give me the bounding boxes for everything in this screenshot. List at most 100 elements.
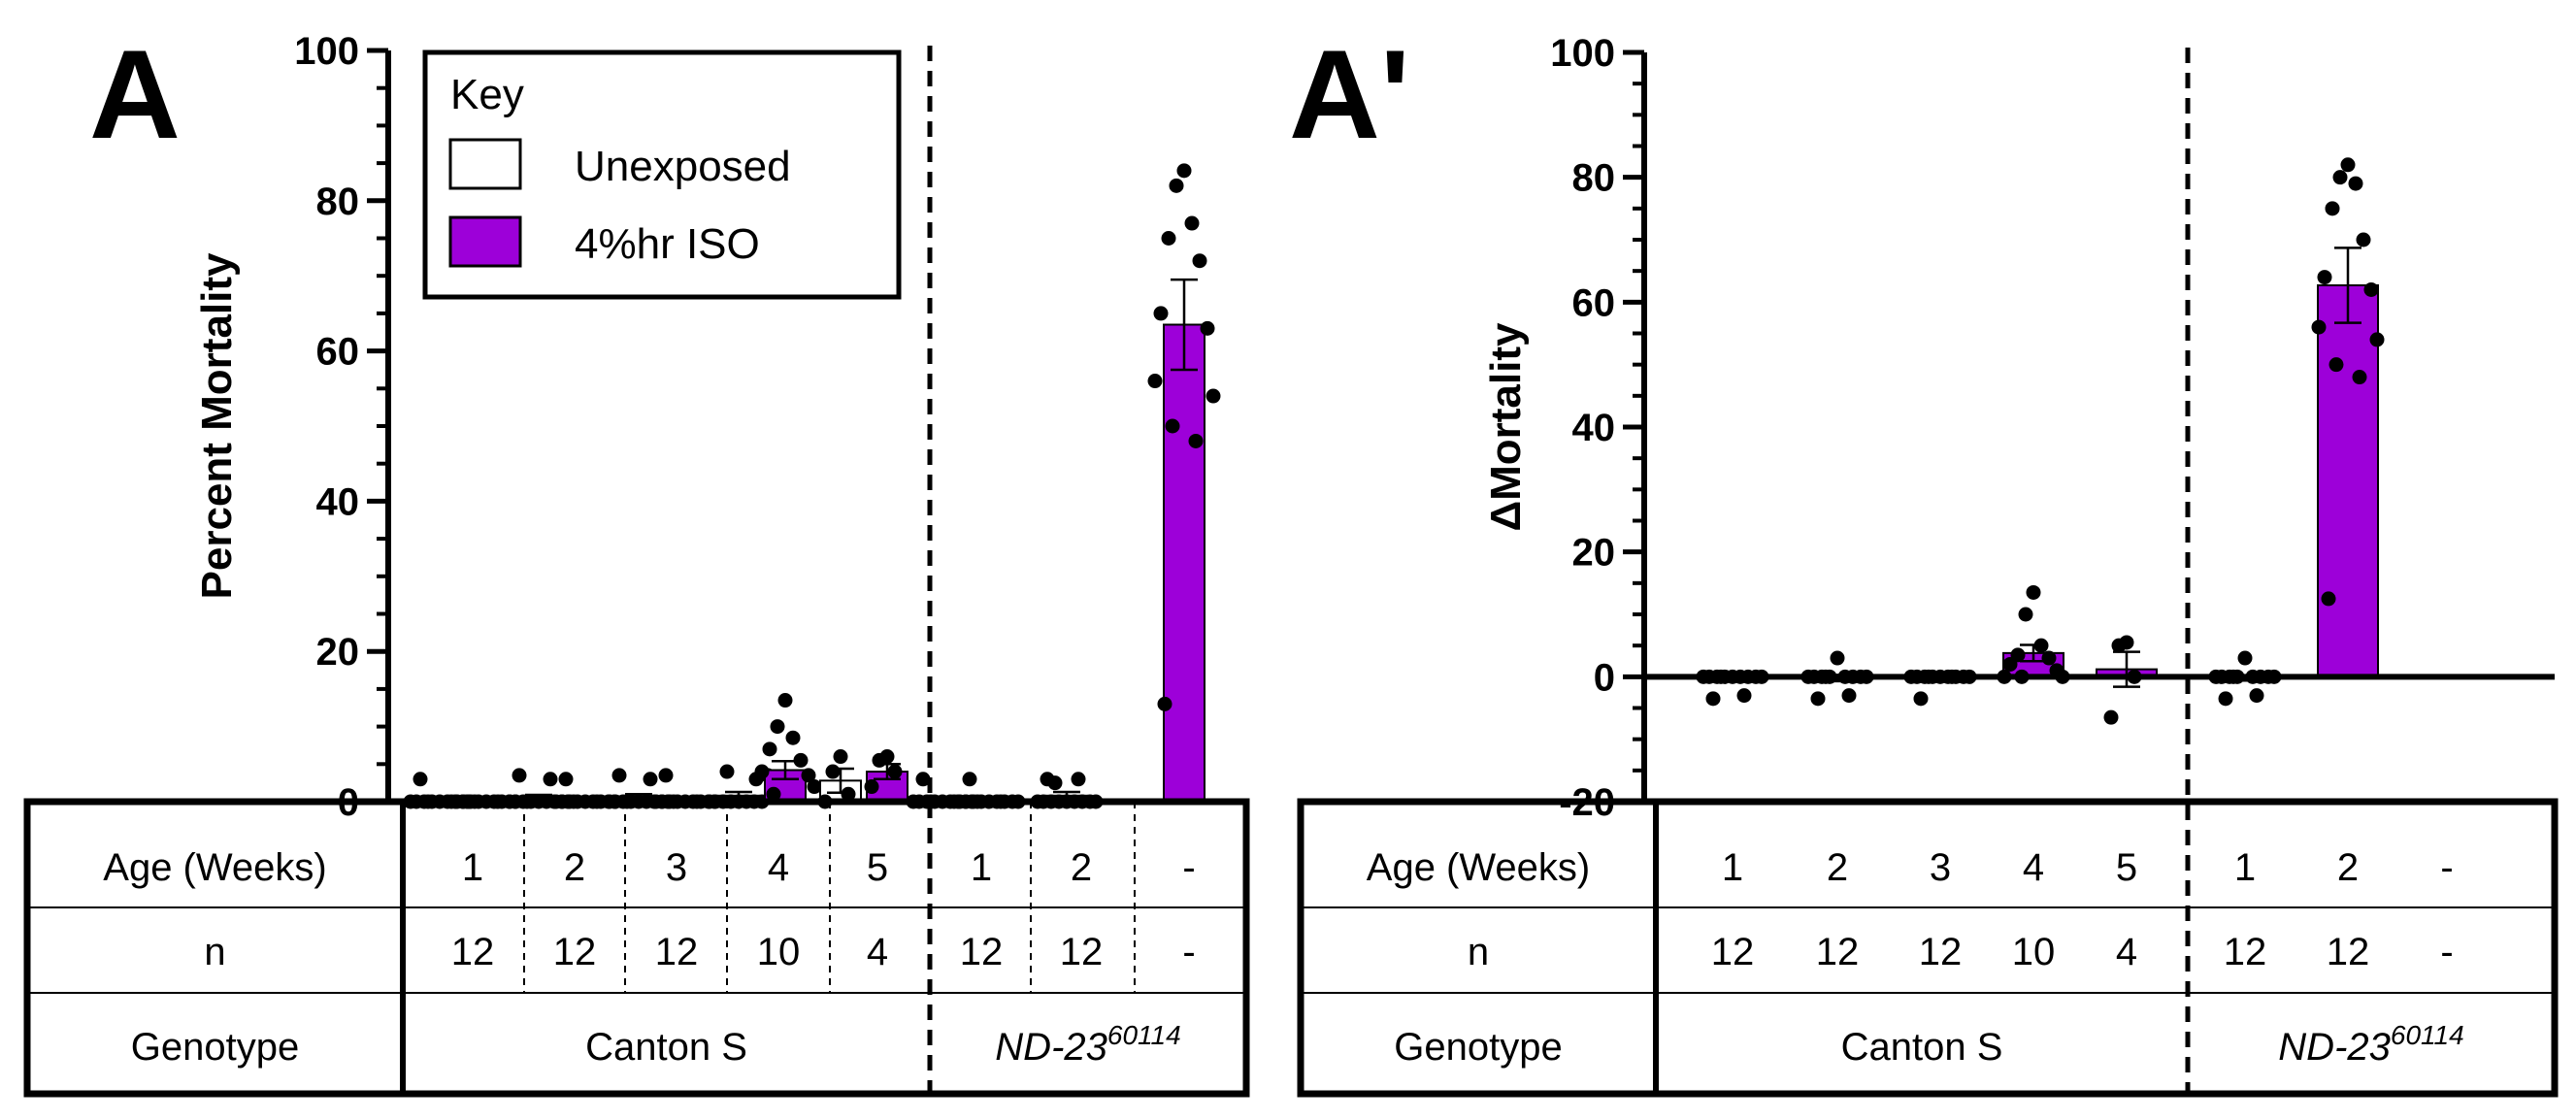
data-point bbox=[2033, 638, 2049, 653]
table-age-cell: 1 bbox=[462, 846, 483, 889]
data-point bbox=[766, 786, 781, 802]
data-point bbox=[2332, 170, 2348, 185]
data-point bbox=[1169, 178, 1184, 193]
y-tick-label: 100 bbox=[294, 30, 359, 73]
table-n-cell: 12 bbox=[1711, 931, 1755, 973]
data-point bbox=[1184, 215, 1200, 231]
data-point bbox=[1165, 418, 1180, 434]
data-point bbox=[643, 772, 658, 787]
table-n-cell: 4 bbox=[2116, 931, 2137, 973]
data-point bbox=[777, 693, 793, 708]
data-point bbox=[841, 786, 856, 802]
table-age-cell: - bbox=[2440, 846, 2453, 889]
y-tick-label: 60 bbox=[1572, 281, 1616, 324]
table-row-label: Age (Weeks) bbox=[1367, 846, 1590, 889]
table-age-cell: 2 bbox=[2337, 846, 2359, 889]
data-point bbox=[2237, 650, 2253, 666]
data-point bbox=[864, 779, 879, 795]
y-tick-label: 80 bbox=[1572, 157, 1616, 200]
table-n-cell: 12 bbox=[1816, 931, 1860, 973]
data-point bbox=[2218, 691, 2233, 707]
data-point bbox=[558, 772, 574, 787]
table-genotype-mutant: ND-2360114 bbox=[2278, 1020, 2463, 1069]
data-point bbox=[2041, 650, 2057, 666]
bar-iso bbox=[2317, 283, 2379, 678]
data-point bbox=[2356, 232, 2371, 247]
table-frame bbox=[23, 798, 1250, 1098]
legend-entry-label: Unexposed bbox=[575, 143, 791, 190]
data-point bbox=[2311, 319, 2327, 335]
y-tick-label: 100 bbox=[1550, 32, 1615, 75]
data-point bbox=[1736, 688, 1752, 704]
data-point bbox=[833, 749, 848, 765]
data-point bbox=[1830, 650, 1845, 666]
y-tick-label: 40 bbox=[1572, 407, 1616, 449]
data-point bbox=[2340, 157, 2356, 173]
data-point bbox=[1841, 688, 1857, 704]
table-row-label: Genotype bbox=[1394, 1026, 1562, 1069]
genotype-mutant-allele: 60114 bbox=[1107, 1020, 1181, 1050]
data-point bbox=[719, 764, 735, 779]
table-row-label: n bbox=[1468, 931, 1489, 973]
data-point bbox=[2328, 357, 2344, 373]
legend-swatch bbox=[448, 215, 522, 268]
data-point bbox=[1040, 772, 1055, 787]
data-point bbox=[887, 764, 903, 779]
table-n-cell: - bbox=[1182, 931, 1195, 973]
panel-label: A' bbox=[1289, 23, 1410, 165]
legend-entry-label: 4%hr ISO bbox=[575, 220, 760, 268]
data-point bbox=[413, 772, 428, 787]
table-n-cell: 12 bbox=[960, 931, 1004, 973]
data-point bbox=[2352, 370, 2367, 385]
data-point bbox=[2111, 638, 2127, 653]
table-n-cell: 12 bbox=[553, 931, 597, 973]
genotype-mutant-name: ND-23 bbox=[2278, 1026, 2391, 1069]
data-point bbox=[785, 730, 801, 745]
data-point bbox=[2325, 201, 2340, 216]
legend-swatch bbox=[448, 138, 522, 190]
data-point bbox=[1157, 696, 1172, 711]
y-axis-title: Percent Mortality bbox=[193, 252, 241, 600]
table-age-cell: 1 bbox=[1722, 846, 1743, 889]
table-age-cell: 4 bbox=[2023, 846, 2044, 889]
y-tick-label: 0 bbox=[1594, 656, 1615, 699]
legend-title: Key bbox=[450, 71, 524, 118]
bar-iso bbox=[1163, 323, 1205, 803]
data-point bbox=[748, 772, 764, 787]
table-n-cell: 12 bbox=[655, 931, 699, 973]
data-point bbox=[770, 719, 785, 735]
data-point bbox=[1188, 433, 1204, 448]
data-point bbox=[825, 764, 841, 779]
data-point bbox=[2002, 656, 2018, 672]
table-age-cell: 2 bbox=[1827, 846, 1848, 889]
table-n-cell: 4 bbox=[867, 931, 888, 973]
data-point bbox=[2249, 688, 2264, 704]
table-age-cell: - bbox=[1182, 846, 1195, 889]
data-point bbox=[807, 779, 822, 795]
table-age-cell: 3 bbox=[666, 846, 687, 889]
table-n-cell: 12 bbox=[1060, 931, 1104, 973]
y-tick-label: 40 bbox=[316, 480, 360, 523]
table-n-cell: - bbox=[2440, 931, 2453, 973]
table-n-cell: 10 bbox=[757, 931, 801, 973]
genotype-mutant-name: ND-23 bbox=[995, 1026, 1107, 1069]
table-age-cell: 1 bbox=[2234, 846, 2256, 889]
data-point bbox=[1153, 306, 1169, 321]
y-axis-title: ΔMortality bbox=[1482, 322, 1530, 532]
data-point bbox=[2317, 270, 2332, 285]
table-genotype-mutant: ND-2360114 bbox=[995, 1020, 1180, 1069]
table-n-cell: 12 bbox=[2224, 931, 2267, 973]
table-frame bbox=[1297, 798, 2559, 1098]
data-point bbox=[611, 768, 627, 783]
table-n-cell: 12 bbox=[1919, 931, 1963, 973]
table-genotype-wt: Canton S bbox=[1841, 1026, 2003, 1069]
table-genotype-wt: Canton S bbox=[585, 1026, 747, 1069]
data-point bbox=[1205, 388, 1221, 404]
data-point bbox=[1176, 163, 1192, 179]
data-point bbox=[801, 768, 816, 783]
data-point bbox=[1705, 691, 1721, 707]
table-age-cell: 5 bbox=[867, 846, 888, 889]
table-age-cell: 3 bbox=[1930, 846, 1951, 889]
